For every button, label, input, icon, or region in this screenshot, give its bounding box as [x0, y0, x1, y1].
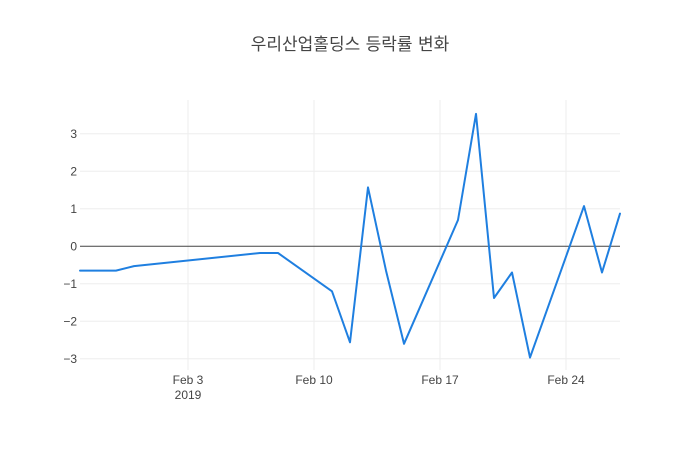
- y-tick-label: −2: [63, 314, 77, 328]
- series-line: [79, 112, 621, 359]
- x-tick-sublabel: 2019: [175, 388, 202, 402]
- y-tick-label: −3: [63, 352, 77, 366]
- chart-title: 우리산업홀딩스 등락률 변화: [251, 35, 450, 55]
- y-tick-label: 3: [70, 127, 77, 141]
- x-tick-label: Feb 10: [295, 373, 333, 387]
- x-tick-label: Feb 17: [421, 373, 459, 387]
- x-tick-label: Feb 3: [173, 373, 204, 387]
- y-tick-label: 2: [70, 164, 77, 178]
- grid: [80, 100, 620, 370]
- x-tick-label: Feb 24: [547, 373, 585, 387]
- y-tick-label: 1: [70, 202, 77, 216]
- y-tick-label: −1: [63, 277, 77, 291]
- y-tick-label: 0: [70, 239, 77, 253]
- series-layer: [79, 112, 621, 359]
